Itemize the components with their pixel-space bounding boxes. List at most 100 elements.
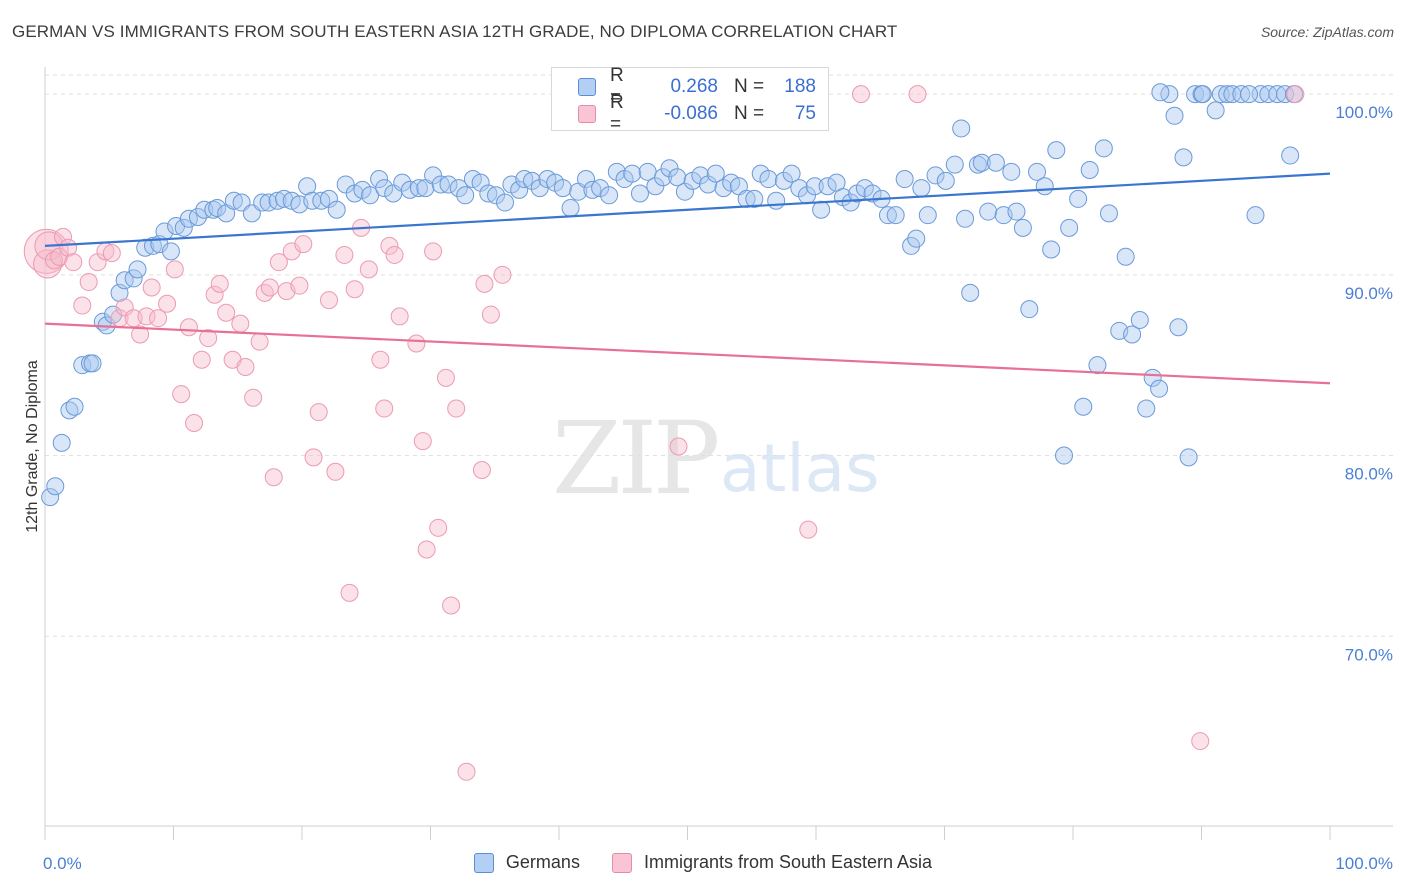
germans-point [400,180,419,199]
y-tick-label: 100.0% [1335,103,1393,122]
series-legend: Germans Immigrants from South Eastern As… [0,852,1406,873]
immigrants-point [417,540,436,559]
immigrants-point [185,414,204,433]
germans-point [812,200,831,219]
immigrants-point [102,244,121,263]
axes [44,67,1393,840]
germans-point [1060,218,1079,237]
y-axis-label: 12th Grade, No Diploma [24,360,41,533]
germans-point [124,269,143,288]
germans-point [790,179,809,198]
germans-point [188,207,207,226]
germans-point [1169,318,1188,337]
germans-point [936,171,955,190]
immigrants-point [1191,732,1210,751]
immigrants-point [493,265,512,284]
germans-point [918,206,937,225]
immigrants-point [359,260,378,279]
immigrants-point [64,253,83,272]
germans-point [630,184,649,203]
germans-point [961,283,980,302]
germans-point [583,180,602,199]
germans-point [1055,446,1074,465]
immigrants-swatch [611,852,632,873]
immigrants-point [375,399,394,418]
germans-point [1193,85,1212,104]
immigrants-point [236,357,255,376]
germans-point [1218,85,1237,104]
germans-point [1028,162,1047,181]
germans-point [1116,247,1135,266]
immigrants-point [380,236,399,255]
germans-point [143,236,162,255]
germans-point [986,153,1005,172]
watermark-atlas: atlas [720,430,880,507]
germans-point [607,162,626,181]
germans-point [660,159,679,178]
germans-point [115,271,134,290]
immigrants-point [481,305,500,324]
immigrants-point [345,280,364,299]
germans-point [774,171,793,190]
germans-point [972,153,991,172]
germans-point [515,170,534,189]
immigrants-point [210,274,229,293]
immigrants-point [447,399,466,418]
immigrants-point [851,85,870,104]
germans-point [1020,300,1039,319]
germans-point [1160,85,1179,104]
watermark-zip: ZIP [552,400,720,517]
germans-point [979,202,998,221]
germans-point [52,433,71,452]
germans-point [907,229,926,248]
immigrants-point [149,309,168,328]
germans-point [706,164,725,183]
germans-point [1137,399,1156,418]
germans-point [1074,397,1093,416]
germans-point [576,170,595,189]
legend-swatch-blue [578,78,596,96]
germans-point [805,177,824,196]
germans-point [878,206,897,225]
germans-point [841,193,860,212]
germans-point [782,164,801,183]
germans-point [1186,85,1205,104]
germans-trend-line [44,172,1331,248]
germans-point [46,477,65,496]
immigrants-point [442,596,461,615]
germans-point [496,193,515,212]
germans-point [1088,356,1107,375]
germans-point [224,191,243,210]
germans-point [449,179,468,198]
germans-point [1002,162,1021,181]
x-tick-label-max: 100.0% [1335,854,1393,873]
immigrants-point [294,235,313,254]
immigrants-point [192,350,211,369]
germans-point [298,177,317,196]
legend-r-value: -0.086 [664,103,718,124]
germans-point [1179,448,1198,467]
immigrants-point [73,296,92,315]
immigrants-points [23,85,1305,781]
germans-point [1099,204,1118,223]
germans-point [863,184,882,203]
germans-point [1232,85,1251,104]
legend-item-germans[interactable]: Germans [473,852,580,873]
legend-n-value: 188 [784,76,816,97]
germans-point [424,166,443,185]
y-tick-label: 90.0% [1345,284,1393,303]
legend-item-immigrants[interactable]: Immigrants from South Eastern Asia [611,852,932,873]
germans-point [1080,161,1099,180]
x-tick-label-min: 0.0% [43,854,82,873]
legend-r-label: R = [610,65,624,108]
immigrants-point [908,85,927,104]
germans-point [487,186,506,205]
germans-point [952,119,971,138]
immigrants-point [413,432,432,451]
germans-point [668,168,687,187]
germans-label: Germans [505,852,580,872]
germans-point [1206,101,1225,120]
germans-point [553,179,572,198]
germans-point [370,170,389,189]
